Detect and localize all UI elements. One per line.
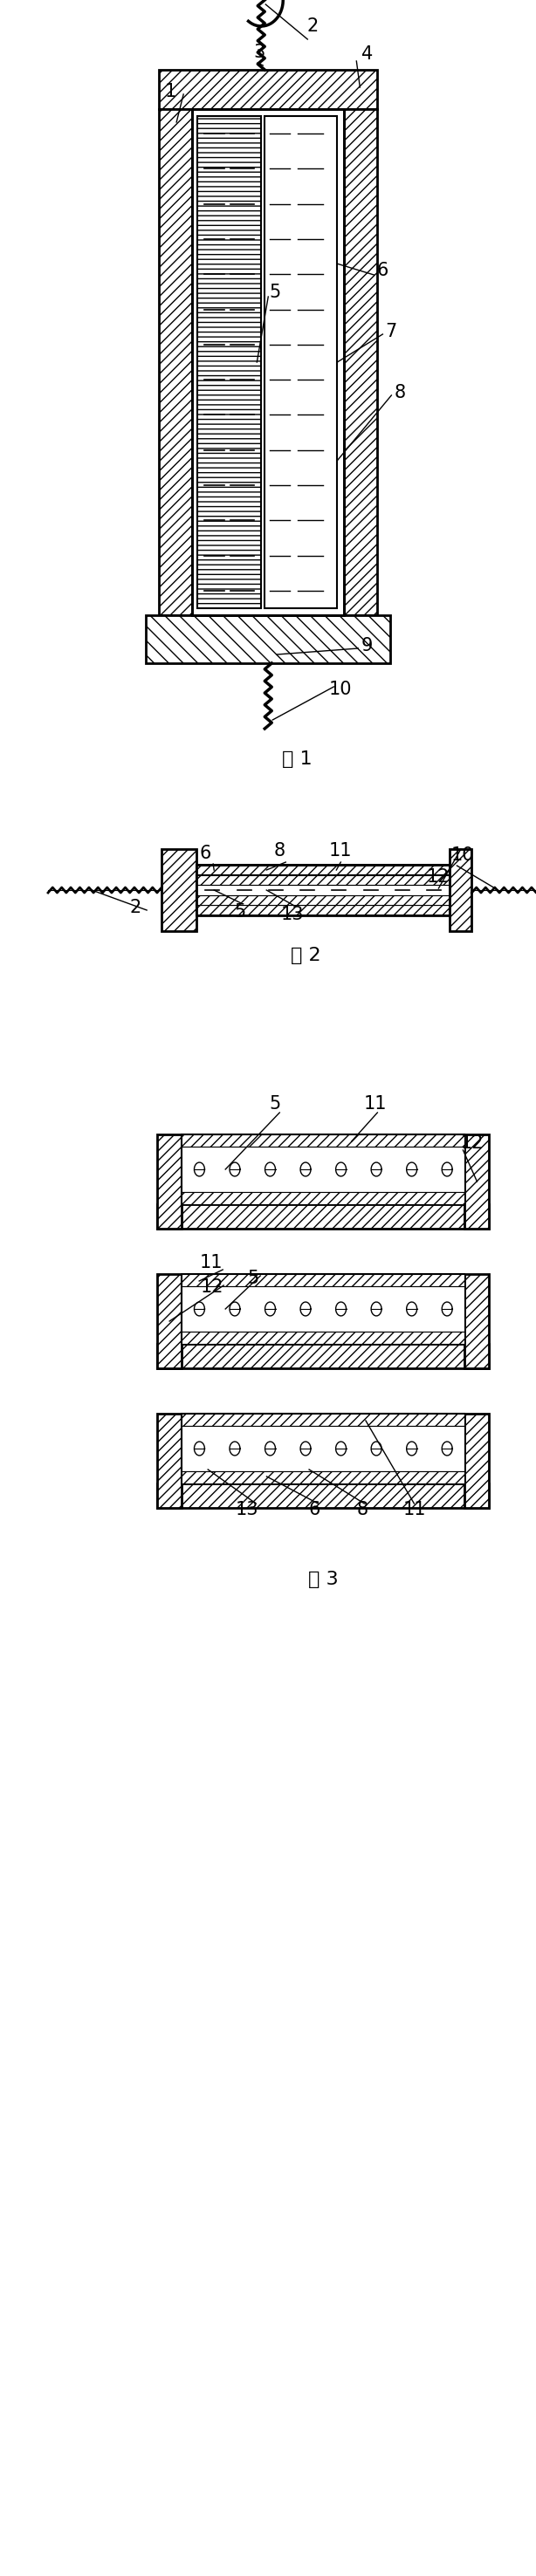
Bar [161,850,196,930]
Bar [182,1427,464,1471]
Text: 图 1: 图 1 [282,750,312,768]
Bar [196,876,450,886]
Text: 9: 9 [361,636,373,654]
Bar [182,1133,464,1203]
Text: 图 3: 图 3 [308,1571,338,1589]
Bar [464,1275,489,1368]
Text: 6: 6 [199,845,211,863]
Text: 11: 11 [200,1255,223,1273]
Bar [464,1133,489,1229]
Bar [157,1203,489,1229]
Bar [196,904,450,914]
Text: 2: 2 [307,18,318,36]
Bar [182,1471,464,1484]
Text: 12: 12 [460,1133,483,1151]
Bar [196,886,450,894]
Text: 11: 11 [329,842,352,860]
Bar [196,866,450,914]
Bar [157,1484,489,1507]
Text: 图 2: 图 2 [291,948,321,963]
Text: 6: 6 [376,263,388,278]
Text: 12: 12 [200,1278,224,1296]
Bar [157,1414,182,1507]
Text: 3: 3 [254,44,265,62]
Bar [182,1146,464,1193]
Bar [157,1275,182,1368]
Bar [159,70,377,108]
Text: 13: 13 [235,1502,258,1517]
Bar [196,876,450,904]
Bar [265,116,337,608]
Bar [192,108,344,616]
Bar [182,1285,464,1332]
Text: 8: 8 [356,1502,368,1517]
Text: 5: 5 [269,1095,281,1113]
Text: 4: 4 [361,46,373,62]
Text: 5: 5 [234,904,246,920]
Bar [197,116,261,608]
Bar [157,1345,489,1368]
Bar [464,1414,489,1507]
Bar [344,108,377,616]
Bar [182,1133,464,1146]
Text: 12: 12 [427,868,450,886]
Bar [450,850,471,930]
Bar [182,1332,464,1345]
Bar [182,1414,464,1427]
Bar [182,1414,464,1484]
Bar [182,1193,464,1203]
Text: 5: 5 [269,283,281,301]
Text: 10: 10 [451,848,474,863]
Bar [182,1275,464,1345]
Text: 1: 1 [165,82,176,100]
Text: 10: 10 [329,680,352,698]
Bar [146,616,390,662]
Text: 2: 2 [130,899,141,917]
Text: 11: 11 [403,1502,426,1517]
Bar [196,866,450,876]
Text: 7: 7 [385,322,397,340]
Text: 11: 11 [364,1095,387,1113]
Bar [157,1133,182,1229]
Bar [196,894,450,904]
Bar [182,1275,464,1285]
Text: 13: 13 [281,907,304,922]
Text: 5: 5 [248,1270,259,1288]
Text: 6: 6 [308,1502,320,1517]
Bar [192,108,344,616]
Text: 8: 8 [273,842,285,860]
Text: 8: 8 [394,384,406,402]
Bar [159,108,192,616]
